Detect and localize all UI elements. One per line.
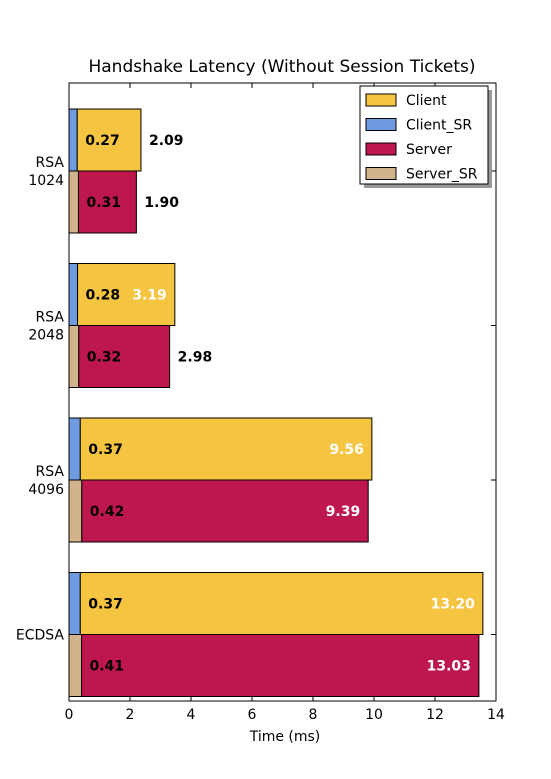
bar-client-1 — [77, 263, 176, 326]
bar-client-sr-2 — [68, 417, 81, 481]
x-tick-label-3: 6 — [248, 707, 257, 723]
bars-layer — [68, 108, 484, 697]
bar-server-3 — [81, 634, 480, 697]
bar-client-3 — [79, 572, 484, 635]
legend-label-3: Server_SR — [406, 167, 478, 183]
bar-client-2 — [79, 417, 373, 481]
data-label-server-sr-1: 0.32 — [87, 350, 122, 366]
y-axis-ticks: RSA 1024 RSA 2048 RSA 4096 ECDSA — [16, 155, 496, 644]
y-tick-label-2-1: 4096 — [28, 482, 64, 498]
y-tick-label-1-0: RSA — [36, 310, 65, 326]
x-tick-label-5: 10 — [365, 707, 383, 723]
bar-server-sr-2 — [68, 479, 83, 543]
bar-client-sr-3 — [68, 572, 81, 635]
chart-title: Handshake Latency (Without Session Ticke… — [88, 57, 475, 77]
plot-frame — [68, 82, 497, 702]
data-label-client-2: 9.56 — [329, 442, 364, 458]
y-tick-label-0-0: RSA — [36, 155, 65, 171]
x-tick-label-6: 12 — [426, 707, 444, 723]
bar-server-1 — [78, 325, 171, 388]
bar-client-sr-1 — [68, 263, 79, 326]
data-label-server-0: 1.90 — [144, 195, 179, 211]
data-labels-layer: 0.27 2.09 0.31 1.90 0.28 3.19 0.32 2.98 0.37 9.56… — [85, 133, 475, 675]
bar-server-sr-1 — [68, 325, 80, 388]
legend: Client Client_SR Server Server_SR — [359, 85, 492, 188]
bar-server-sr-3 — [68, 634, 83, 697]
bar-client-sr-0 — [68, 108, 78, 172]
y-tick-label-2-0: RSA — [36, 464, 65, 480]
data-label-client-sr-1: 0.28 — [86, 288, 121, 304]
data-label-client-3: 13.20 — [431, 597, 476, 613]
x-tick-label-4: 8 — [309, 707, 318, 723]
bar-client-0 — [76, 108, 142, 172]
x-axis-ticks: 0 2 4 6 8 10 12 14 — [65, 83, 505, 723]
data-label-client-sr-2: 0.37 — [88, 442, 123, 458]
bar-server-sr-0 — [68, 170, 79, 234]
legend-label-2: Server — [406, 142, 452, 158]
bar-server-0 — [77, 170, 137, 234]
legend-label-1: Client_SR — [406, 118, 472, 134]
y-tick-label-0-1: 1024 — [28, 173, 64, 189]
data-label-client-sr-3: 0.37 — [88, 597, 123, 613]
legend-label-0: Client — [406, 93, 447, 109]
x-tick-label-7: 14 — [487, 707, 505, 723]
legend-swatch-0 — [365, 93, 397, 107]
data-label-server-sr-0: 0.31 — [86, 195, 121, 211]
x-tick-label-2: 4 — [187, 707, 196, 723]
legend-swatch-3 — [365, 167, 397, 180]
data-label-client-0: 2.09 — [149, 133, 184, 149]
x-axis-label: Time (ms) — [249, 729, 321, 745]
data-label-server-2: 9.39 — [326, 504, 361, 520]
data-label-server-1: 2.98 — [178, 350, 213, 366]
x-tick-label-1: 2 — [126, 707, 135, 723]
data-label-server-sr-2: 0.42 — [90, 504, 125, 520]
data-label-client-1: 3.19 — [132, 288, 167, 304]
data-label-server-3: 13.03 — [427, 659, 471, 675]
legend-swatch-2 — [365, 142, 397, 156]
x-tick-label-0: 0 — [65, 707, 74, 723]
y-tick-label-1-1: 2048 — [28, 328, 64, 344]
y-tick-label-3-0: ECDSA — [16, 628, 65, 644]
bar-server-2 — [81, 479, 369, 543]
data-label-client-sr-0: 0.27 — [85, 133, 120, 149]
data-label-server-sr-3: 0.41 — [90, 659, 125, 675]
legend-swatch-1 — [365, 118, 397, 131]
